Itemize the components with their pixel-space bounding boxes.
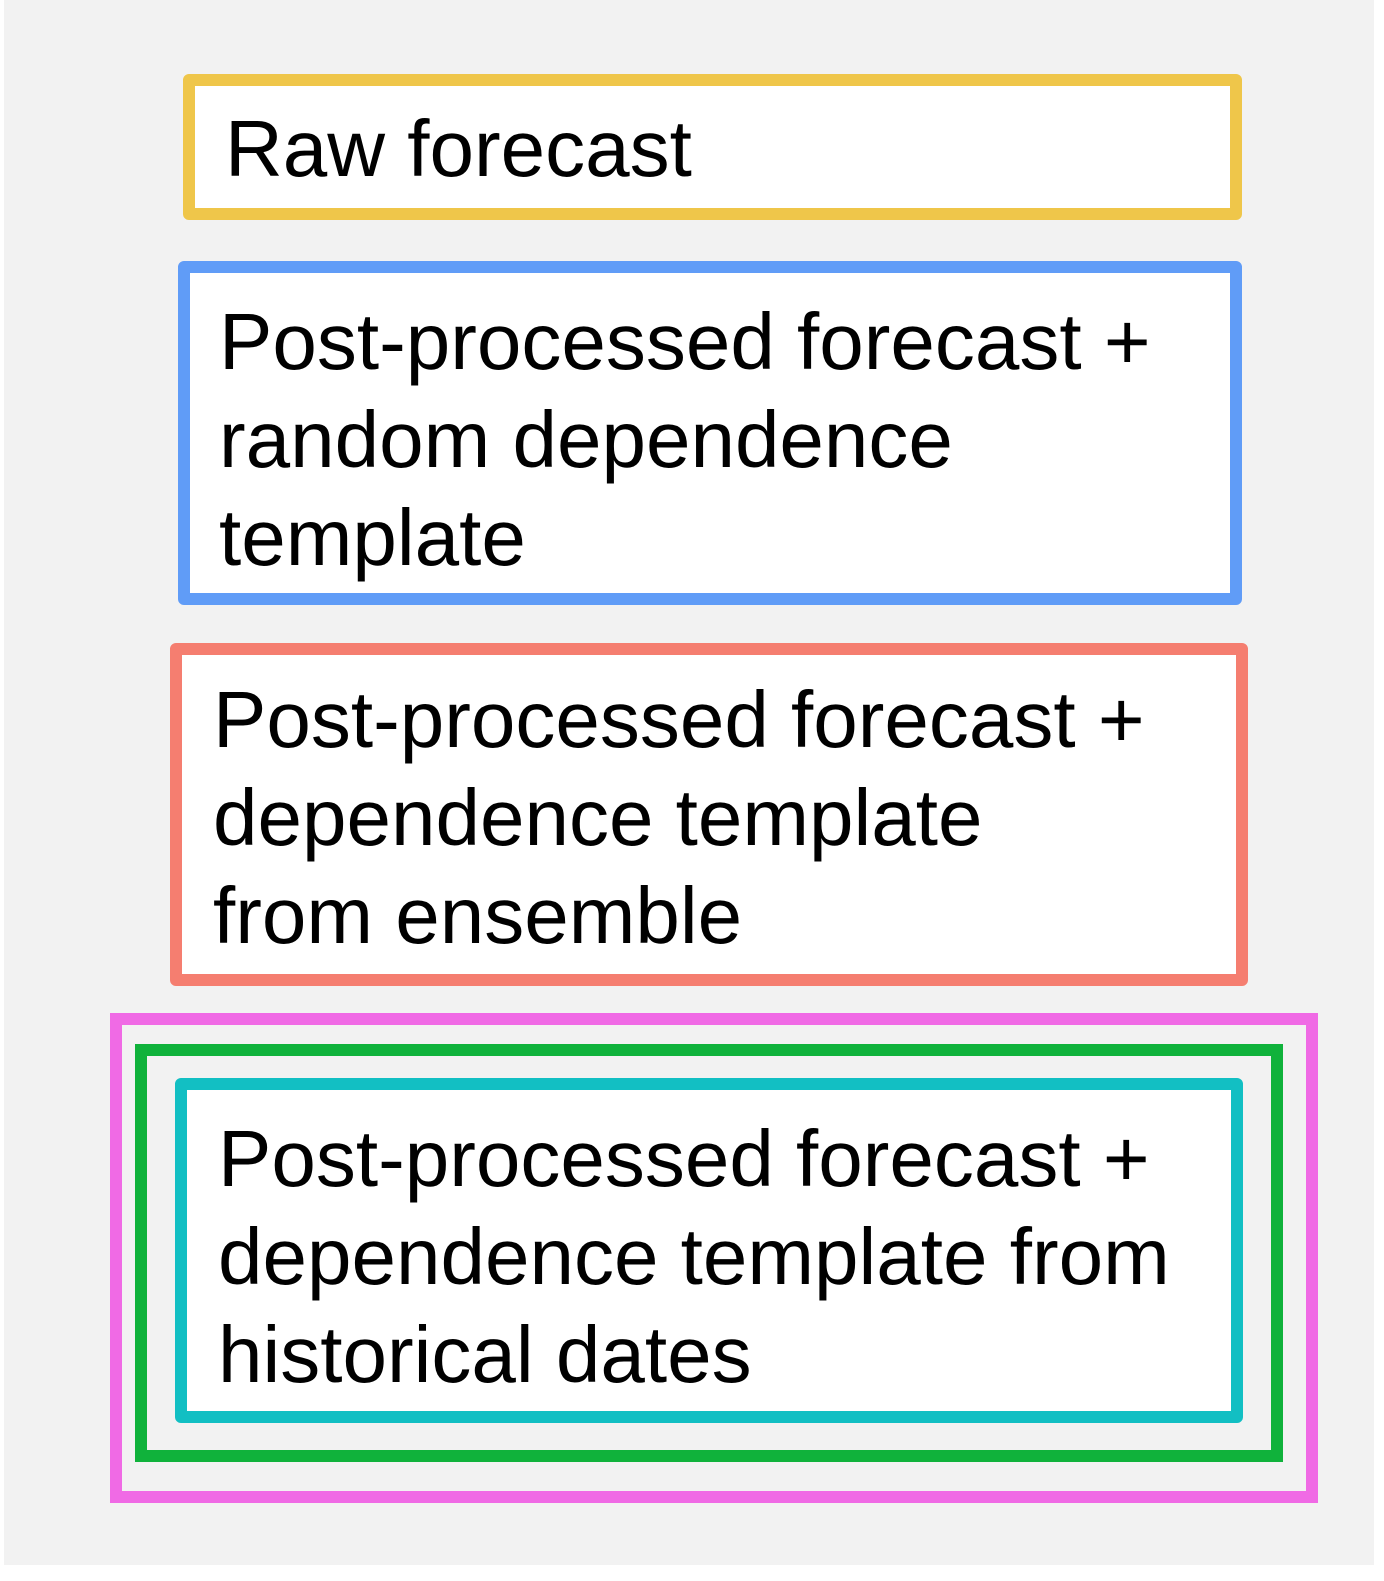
raw-forecast-label: Raw forecast (225, 104, 692, 193)
random-template-label: Post-processed forecast + random depende… (219, 297, 1151, 582)
historical-middle-frame (135, 1044, 1283, 1462)
historical-outer-frame (110, 1013, 1318, 1503)
historical-dates-box: Post-processed forecast + dependence tem… (175, 1078, 1243, 1423)
historical-dates-label: Post-processed forecast + dependence tem… (218, 1114, 1170, 1399)
ensemble-template-label: Post-processed forecast + dependence tem… (213, 675, 1145, 960)
diagram-canvas: Raw forecast Post-processed forecast + r… (4, 0, 1374, 1565)
ensemble-template-box: Post-processed forecast + dependence tem… (170, 643, 1248, 986)
raw-forecast-box: Raw forecast (183, 74, 1242, 220)
random-template-box: Post-processed forecast + random depende… (178, 261, 1242, 605)
